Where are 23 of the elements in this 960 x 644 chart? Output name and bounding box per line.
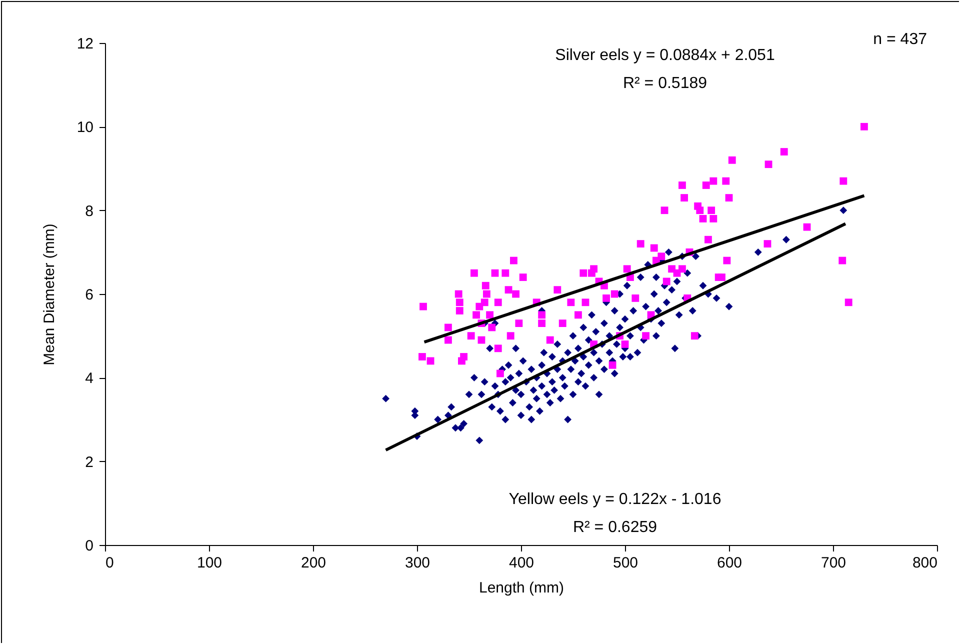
- y-tick-label: 0: [85, 538, 94, 554]
- annotation: R² = 0.6259: [572, 519, 658, 536]
- annotation: Silver eels y = 0.0884x + 2.051: [555, 47, 775, 64]
- x-tick-label: 400: [508, 554, 534, 572]
- y-tick-label: 2: [85, 454, 94, 471]
- x-tick-label: 700: [820, 554, 846, 572]
- y-tick-label: 4: [85, 370, 94, 388]
- annotation: n = 437: [873, 31, 928, 48]
- x-tick-label: 100: [196, 554, 222, 572]
- x-axis-title: Length (mm): [478, 580, 564, 596]
- annotation: Yellow eels y = 0.122x - 1.016: [508, 491, 722, 508]
- x-tick-label: 300: [404, 554, 430, 572]
- x-tick-label: 800: [912, 554, 938, 572]
- y-tick-label: 6: [85, 286, 94, 304]
- x-tick-label: 600: [716, 554, 742, 572]
- y-tick-label: 12: [76, 36, 94, 52]
- y-axis-title: Mean Diameter (mm): [40, 224, 58, 366]
- x-tick-label: 0: [106, 554, 114, 572]
- x-tick-label: 200: [300, 554, 326, 572]
- y-tick-label: 10: [76, 119, 94, 136]
- y-tick-label: 8: [85, 202, 94, 220]
- x-tick-label: 500: [612, 554, 638, 572]
- annotation: R² = 0.5189: [622, 75, 708, 92]
